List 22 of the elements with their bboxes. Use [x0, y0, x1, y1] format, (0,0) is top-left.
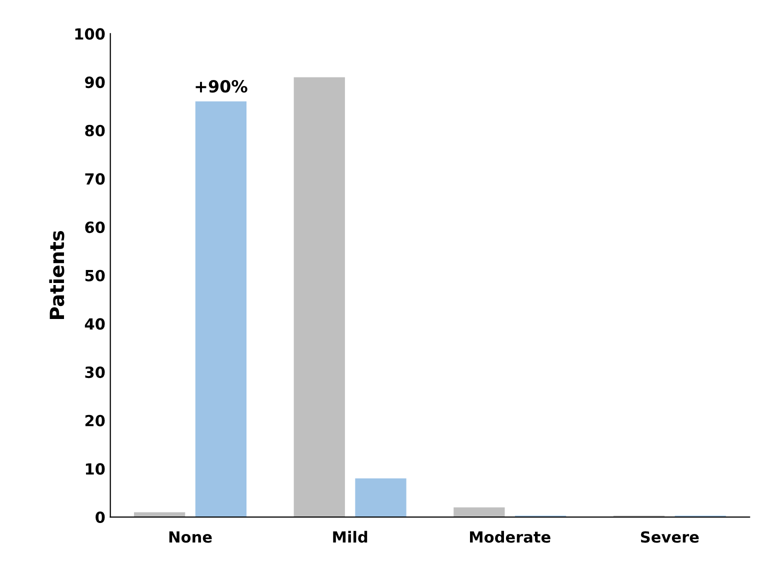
y-tick-label: 70: [85, 173, 105, 185]
y-tick-label: 100: [75, 28, 105, 40]
y-tick-label: 0: [96, 512, 105, 524]
y-tick-label: 10: [86, 463, 105, 475]
y-tick-label: 40: [84, 318, 105, 330]
x-tick-label: None: [169, 531, 212, 543]
bar: [134, 512, 186, 518]
y-tick-label: 30: [85, 366, 105, 378]
y-tick-label: 90: [85, 76, 105, 88]
x-tick-label: Severe: [640, 531, 699, 543]
y-tick-label: 20: [85, 414, 105, 426]
y-tick-label: 50: [85, 270, 105, 282]
bar: [294, 77, 345, 518]
annotation: +90%: [196, 80, 248, 93]
x-tick-label: Moderate: [470, 530, 550, 543]
bar: [355, 478, 406, 518]
bar: [195, 101, 247, 518]
y-axis-title: Patients: [49, 230, 64, 319]
y-tick-label: 80: [85, 124, 105, 136]
x-tick-label: Mild: [333, 530, 368, 543]
y-tick-label: 60: [85, 222, 105, 234]
bar: [454, 507, 505, 518]
